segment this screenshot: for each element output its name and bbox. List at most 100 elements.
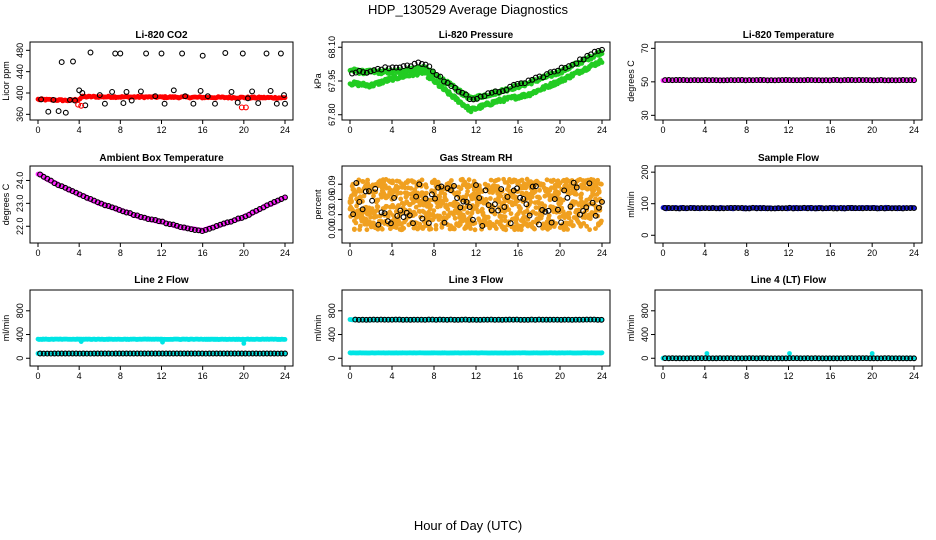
data-point [496,198,502,204]
x-tick-label: 16 [198,371,208,381]
data-point [731,77,738,84]
data-point [392,316,399,323]
x-tick-label: 4 [77,371,82,381]
data-point [841,355,848,362]
data-point [370,316,377,323]
y-tick-label: 400 [327,327,337,342]
data-point [549,185,554,191]
x-axis-label: Hour of Day (UTC) [413,518,523,533]
data-point [797,77,804,84]
data-point [568,205,573,211]
data-point [367,68,374,75]
data-point [363,316,370,323]
data-point [465,210,470,216]
data-point [130,350,137,357]
data-point [224,219,231,226]
data-point [37,350,44,357]
data-point [760,355,767,362]
data-point [45,108,52,115]
x-tick-label: 12 [783,371,793,381]
data-point [449,178,454,183]
data-point [495,207,502,214]
data-point [585,186,590,192]
plot-area [35,171,288,235]
data-point [837,205,844,211]
data-point [749,77,756,84]
data-point [573,184,580,191]
data-point [709,205,716,212]
data-point [529,194,535,200]
data-point [892,77,899,84]
data-point [513,316,520,323]
data-point [78,102,85,109]
data-point [583,316,590,323]
data-point [137,214,144,220]
data-point [419,215,426,222]
x-tick-label: 0 [660,125,665,135]
data-point [116,206,123,213]
data-point [554,316,561,323]
data-point [374,214,379,219]
data-point [397,207,404,214]
data-point [195,350,202,357]
data-point [573,60,580,67]
data-point [355,316,362,323]
data-point [720,205,727,212]
data-point [206,225,213,232]
data-point [407,316,414,323]
data-point [127,350,134,357]
data-point [746,77,753,84]
data-point [105,203,112,209]
data-point [695,355,701,362]
data-point [473,316,480,323]
data-point [551,68,558,75]
data-point [439,224,445,230]
x-tick-label: 12 [156,371,166,381]
data-point [177,224,184,231]
data-point [768,77,775,84]
data-point [234,99,241,106]
series-sample-averages [662,204,917,212]
x-tick-label: 4 [702,371,707,381]
data-point [892,355,899,362]
data-point [760,77,767,84]
data-point [591,187,597,193]
y-tick-label: 22.0 [15,217,25,235]
data-point [503,87,510,93]
data-point [428,203,434,209]
x-tick-label: 0 [347,125,352,135]
data-point [441,78,447,85]
data-point [589,199,596,206]
data-point [525,77,532,84]
x-tick-label: 20 [239,248,249,258]
x-tick-label: 16 [825,125,835,135]
data-point [83,350,90,357]
data-point [242,104,249,111]
data-point [558,219,565,226]
data-point [253,350,260,357]
x-tick-label: 0 [347,248,352,258]
x-tick-label: 20 [239,125,249,135]
data-point [76,87,83,94]
data-point [422,316,429,323]
data-point [528,316,535,323]
x-tick-label: 0 [35,248,40,258]
data-point [83,194,90,201]
data-point [728,204,734,211]
x-tick-label: 12 [471,371,481,381]
plot-area [660,77,917,84]
y-tick-label: 100 [640,196,650,211]
data-point [51,350,58,357]
data-point [433,316,440,323]
data-point [401,225,407,231]
data-point [396,316,403,323]
data-point [808,204,815,211]
data-point [867,205,874,212]
data-point [123,209,130,216]
data-point [163,350,170,357]
data-point [182,93,189,100]
data-point [155,350,162,357]
data-point [553,221,559,226]
data-point [387,220,394,227]
